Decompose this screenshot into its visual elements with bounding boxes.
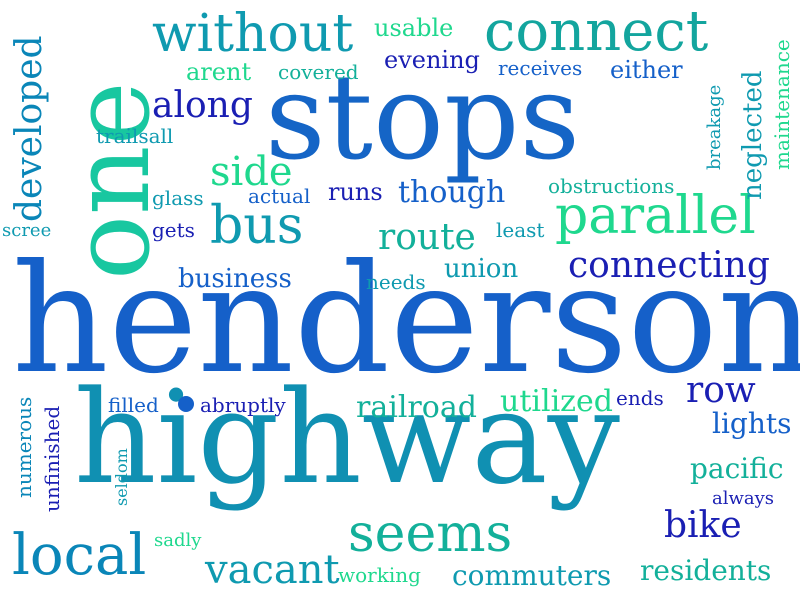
word-glass: glass xyxy=(152,186,204,210)
word-usable: usable xyxy=(374,14,454,42)
word-actual: actual xyxy=(248,184,311,208)
word-though: though xyxy=(398,175,506,210)
word-arent: arent xyxy=(186,58,252,86)
word-least: least xyxy=(496,218,545,242)
word-union: union xyxy=(444,254,519,284)
word-route: route xyxy=(378,217,476,258)
word-numerous: numerous xyxy=(12,396,36,498)
word-maintenance: maintenance xyxy=(770,39,794,170)
word-henderson: henderson xyxy=(12,233,800,407)
word-covered: covered xyxy=(278,60,359,84)
word-business: business xyxy=(178,264,292,294)
word-one: one xyxy=(49,81,174,281)
word-trailsall: trailsall xyxy=(96,124,174,148)
word-sadly: sadly xyxy=(154,530,202,551)
word-railroad: railroad xyxy=(356,390,477,425)
word-side: side xyxy=(210,149,293,195)
word-always: always xyxy=(712,488,775,509)
word-lights: lights xyxy=(712,407,792,440)
word-parallel: parallel xyxy=(555,186,756,246)
word-developed: developed xyxy=(9,35,50,222)
word-evening: evening xyxy=(384,46,480,74)
word-filled: filled xyxy=(108,393,159,417)
word-without: without xyxy=(152,4,354,64)
word-neglected: neglected xyxy=(738,70,768,200)
word-seldom: seldom xyxy=(112,448,131,506)
word-vacant: vacant xyxy=(205,547,340,593)
word-gets: gets xyxy=(152,218,195,242)
word-local: local xyxy=(12,523,147,588)
word-row: row xyxy=(686,370,756,411)
word-residents: residents xyxy=(640,554,772,587)
word-bus: bus xyxy=(210,196,304,256)
word-receives: receives xyxy=(498,56,583,80)
word-ends: ends xyxy=(616,386,664,410)
word-either: either xyxy=(610,56,683,84)
word-scree: scree xyxy=(2,220,52,241)
word-bike: bike xyxy=(664,505,742,546)
word-along: along xyxy=(152,85,253,126)
word-pacific: pacific xyxy=(690,452,784,485)
word-stops: stops xyxy=(265,48,581,186)
word-commuters: commuters xyxy=(452,559,612,592)
word-connect: connect xyxy=(484,0,709,64)
word-unfinished: unfinished xyxy=(40,405,64,512)
word-needs: needs xyxy=(366,270,426,294)
word-working: working xyxy=(338,563,421,587)
word-highway: highway xyxy=(74,364,620,513)
word-dot xyxy=(178,396,194,412)
word-connecting: connecting xyxy=(568,245,770,286)
word-abruptly: abruptly xyxy=(200,393,286,417)
word-utilized: utilized xyxy=(500,384,613,419)
word-obstructions: obstructions xyxy=(548,174,675,198)
word-runs: runs xyxy=(328,178,383,206)
word-breakage: breakage xyxy=(704,84,725,170)
word-seems: seems xyxy=(348,504,513,564)
